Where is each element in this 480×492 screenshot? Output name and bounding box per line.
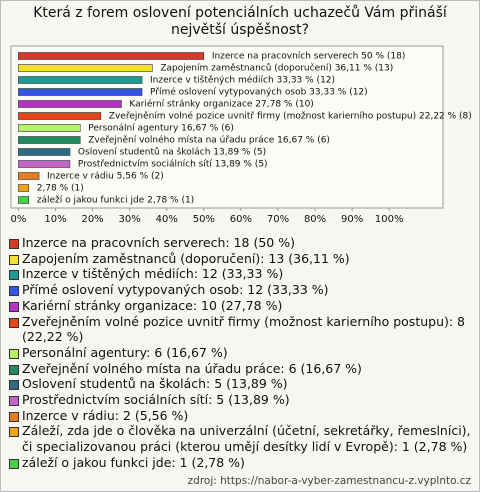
bar — [18, 172, 40, 180]
legend-label: Přímé oslovení vytypovaných osob: 12 (33… — [22, 282, 329, 298]
plot-frame — [10, 45, 444, 209]
legend-label: Oslovení studentů na školách: 5 (13,89 %… — [22, 376, 288, 392]
legend: Inzerce na pracovních serverech: 18 (50 … — [9, 235, 471, 471]
legend-label: záleží o jakou funkci jde: 1 (2,78 %) — [22, 454, 245, 470]
legend-label: Personální agentury: 6 (16,67 %) — [22, 344, 228, 360]
legend-label: Zapojením zaměstnanců (doporučení): 13 (… — [22, 250, 350, 266]
bar-label: Zapojením zaměstnanců (doporučení) 36,11… — [160, 63, 393, 74]
legend-swatch — [9, 270, 19, 281]
bar — [18, 184, 30, 192]
legend-swatch — [9, 348, 19, 359]
legend-swatch — [9, 396, 19, 407]
legend-label: Záleží, zda jde o člověka na univerzální… — [22, 423, 471, 455]
bar-label: Zveřejnění volného místa na úřadu práce … — [88, 135, 330, 146]
x-tick-label: 30% — [119, 214, 141, 225]
legend-item: Inzerce na pracovních serverech: 18 (50 … — [9, 235, 471, 251]
legend-swatch — [9, 317, 19, 328]
legend-swatch — [9, 364, 19, 375]
bar-label: Oslovení studentů na školách 13,89 % (5) — [78, 147, 266, 158]
legend-item: Zapojením zaměstnanců (doporučení): 13 (… — [9, 251, 471, 267]
legend-item: Oslovení studentů na školách: 5 (13,89 %… — [9, 376, 471, 392]
source: zdroj: https://nabor-a-vyber-zamestnancu… — [187, 475, 471, 487]
bar — [18, 136, 81, 144]
bar-label: Inzerce na pracovních serverech 50 % (18… — [212, 52, 406, 62]
bar — [18, 148, 71, 156]
x-tick-label: 90% — [341, 214, 363, 225]
legend-item: Inzerce v rádiu: 2 (5,56 %) — [9, 408, 471, 424]
legend-label: Prostřednictvím sociálních sítí: 5 (13,8… — [22, 392, 290, 408]
legend-swatch — [9, 254, 19, 265]
bar — [18, 52, 205, 60]
x-tick-label: 50% — [193, 214, 215, 225]
legend-swatch — [9, 380, 19, 391]
x-tick-label: 40% — [156, 214, 178, 225]
legend-label: Zveřejnění volného místa na úřadu práce:… — [22, 360, 362, 376]
bar-label: Zveřejněním volné pozice uvnitř firmy (m… — [109, 111, 472, 122]
legend-swatch — [9, 286, 19, 297]
legend-item: Personální agentury: 6 (16,67 %) — [9, 345, 471, 361]
bar-label: 2,78 % (1) — [37, 184, 84, 194]
x-tick-label: 70% — [267, 214, 289, 225]
legend-label: Inzerce v rádiu: 2 (5,56 %) — [22, 407, 189, 423]
legend-item: Zveřejněním volné pozice uvnitř firmy (m… — [9, 314, 471, 345]
x-tick-label: 0% — [10, 214, 26, 225]
legend-item: Kariérní stránky organizace: 10 (27,78 %… — [9, 298, 471, 314]
legend-item: Přímé oslovení vytypovaných osob: 12 (33… — [9, 282, 471, 298]
bar — [18, 160, 71, 168]
legend-swatch — [9, 458, 19, 469]
chart-title: Která z forem oslovení potenciálních uch… — [33, 5, 447, 38]
legend-item: záleží o jakou funkci jde: 1 (2,78 %) — [9, 455, 471, 471]
legend-label: Inzerce na pracovních serverech: 18 (50 … — [22, 235, 295, 250]
legend-swatch — [9, 301, 19, 312]
bar-label: Prostřednictvím sociálních sítí 13,89 % … — [78, 160, 268, 170]
bar-label: Přímé oslovení vytypovaných osob 33,33 %… — [150, 87, 368, 98]
bar-label: Kariérní stránky organizace 27,78 % (10) — [129, 99, 313, 110]
bar — [18, 100, 122, 108]
x-tick-label: 10% — [44, 214, 66, 225]
bar — [18, 124, 81, 132]
bar-label: Personální agentury 16,67 % (6) — [88, 124, 234, 134]
x-tick-label: 80% — [304, 214, 326, 225]
chart: 0% 10% 20% 30% 40% 50% 60% 70% 80% 90% 100% Inzerce… — [10, 45, 472, 225]
legend-label: Zveřejněním volné pozice uvnitř firmy (m… — [22, 313, 466, 345]
legend-swatch — [9, 239, 19, 249]
legend-item: Zveřejnění volného místa na úřadu práce:… — [9, 361, 471, 377]
legend-swatch — [9, 427, 19, 438]
x-tick-label: 60% — [230, 214, 252, 225]
bar — [18, 76, 143, 84]
bar-label: záleží o jakou funkci jde 2,78 % (1) — [37, 196, 194, 206]
legend-item: Prostřednictvím sociálních sítí: 5 (13,8… — [9, 392, 471, 408]
legend-swatch — [9, 411, 19, 422]
bar-label: Inzerce v rádiu 5,56 % (2) — [47, 172, 164, 182]
bar — [18, 64, 153, 72]
x-tick-label: 100% — [375, 214, 404, 225]
x-tick-label: 20% — [81, 214, 103, 225]
bar — [18, 88, 143, 96]
legend-item: Záleží, zda jde o člověka na univerzální… — [9, 423, 471, 454]
legend-label: Inzerce v tištěných médiích: 12 (33,33 %… — [22, 266, 284, 282]
legend-item: Inzerce v tištěných médiích: 12 (33,33 %… — [9, 266, 471, 282]
bar — [18, 196, 30, 204]
bar — [18, 112, 102, 120]
bar-label: Inzerce v tištěných médiích 33,33 % (12) — [150, 75, 335, 86]
legend-label: Kariérní stránky organizace: 10 (27,78 %… — [22, 297, 283, 313]
